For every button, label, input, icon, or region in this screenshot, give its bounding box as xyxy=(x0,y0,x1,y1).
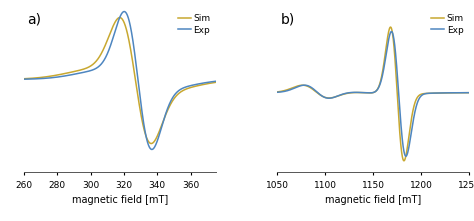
Text: a): a) xyxy=(27,12,42,26)
Line: Sim: Sim xyxy=(277,27,469,161)
Sim xyxy=(43,76,48,78)
Text: b): b) xyxy=(281,12,295,26)
Sim xyxy=(442,92,448,94)
Sim xyxy=(274,91,280,93)
Exp xyxy=(389,30,394,33)
Legend: Sim, Exp: Sim, Exp xyxy=(430,13,465,35)
Exp xyxy=(54,76,60,78)
Sim xyxy=(388,26,393,29)
Exp xyxy=(403,155,409,158)
Sim xyxy=(466,91,472,94)
Line: Sim: Sim xyxy=(24,17,216,143)
Exp xyxy=(296,85,302,88)
Exp xyxy=(308,86,313,88)
Sim xyxy=(401,160,407,162)
X-axis label: magnetic field [mT]: magnetic field [mT] xyxy=(325,195,421,205)
Sim xyxy=(296,84,302,87)
Sim xyxy=(209,82,215,84)
Sim xyxy=(189,86,194,89)
Exp xyxy=(209,80,215,83)
Sim xyxy=(348,91,354,94)
Sim xyxy=(463,91,468,94)
Exp xyxy=(149,148,155,151)
Sim xyxy=(117,16,123,19)
Sim xyxy=(54,74,60,76)
Exp xyxy=(189,84,194,87)
Exp xyxy=(121,10,127,13)
Sim xyxy=(356,91,362,94)
Exp xyxy=(356,91,362,94)
Exp xyxy=(103,56,109,59)
Exp xyxy=(442,91,448,94)
Sim xyxy=(94,58,100,61)
Sim xyxy=(21,77,27,80)
Exp xyxy=(466,91,472,94)
Line: Exp: Exp xyxy=(24,11,216,149)
Exp xyxy=(94,66,100,69)
Sim xyxy=(308,86,313,89)
Exp xyxy=(21,78,27,80)
Exp xyxy=(43,77,48,80)
Exp xyxy=(463,91,468,94)
Exp xyxy=(348,91,354,94)
Legend: Sim, Exp: Sim, Exp xyxy=(177,13,211,35)
Exp xyxy=(274,91,280,94)
Exp xyxy=(213,80,219,83)
Line: Exp: Exp xyxy=(277,32,469,156)
X-axis label: magnetic field [mT]: magnetic field [mT] xyxy=(72,195,168,205)
Sim xyxy=(148,142,154,145)
Sim xyxy=(103,43,109,46)
Sim xyxy=(213,81,219,84)
